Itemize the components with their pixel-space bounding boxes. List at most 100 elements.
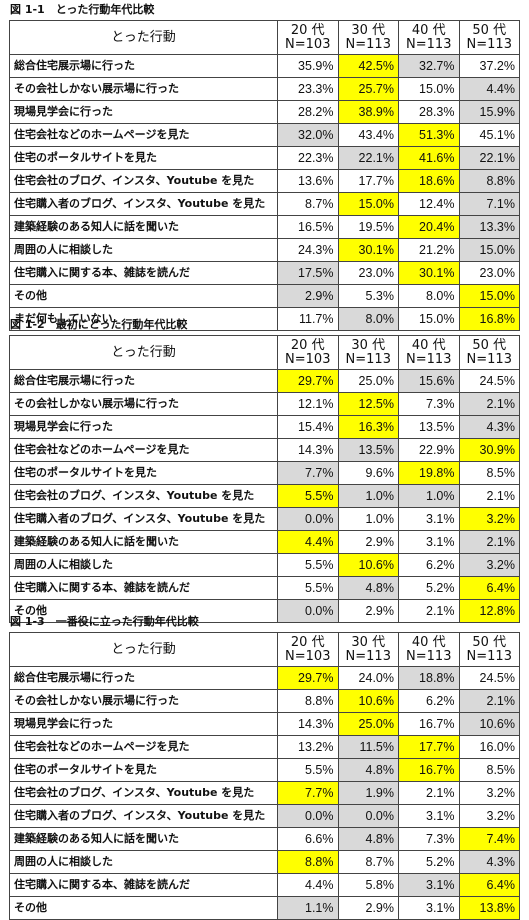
value-cell: 1.0% bbox=[337, 507, 399, 531]
row-label: 周囲の人に相談した bbox=[9, 238, 278, 262]
value-cell: 23.0% bbox=[337, 261, 399, 285]
value-cell: 12.4% bbox=[398, 192, 460, 216]
value-cell: 7.3% bbox=[398, 827, 460, 851]
value-cell: 24.5% bbox=[458, 666, 520, 690]
value-cell: 2.1% bbox=[398, 781, 460, 805]
value-cell: 19.8% bbox=[398, 461, 460, 485]
value-cell: 4.4% bbox=[277, 530, 339, 554]
table-most-useful-action-by-age: とった行動 20 代 N=103 30 代 N=113 40 代 N=113 50 代… bbox=[9, 632, 520, 920]
value-cell: 8.0% bbox=[337, 307, 399, 331]
table-row: 住宅購入に関する本、雑誌を読んだ 17.5% 23.0% 30.1% 23.0% bbox=[9, 261, 520, 285]
row-label: 総合住宅展示場に行った bbox=[9, 369, 278, 393]
value-cell: 14.3% bbox=[277, 712, 339, 736]
age-label: 30 代 bbox=[351, 337, 386, 353]
row-label: その他 bbox=[9, 284, 278, 308]
value-cell: 12.5% bbox=[337, 392, 399, 416]
sample-size: N=113 bbox=[466, 648, 512, 664]
table-row: 現場見学会に行った 14.3% 25.0% 16.7% 10.6% bbox=[9, 712, 520, 736]
value-cell: 24.5% bbox=[458, 369, 520, 393]
value-cell: 5.5% bbox=[277, 758, 339, 782]
row-label: 住宅のポータルサイトを見た bbox=[9, 461, 278, 485]
value-cell: 4.3% bbox=[458, 850, 520, 874]
table-row: 周囲の人に相談した 24.3% 30.1% 21.2% 15.0% bbox=[9, 238, 520, 262]
table-row: その会社しかない展示場に行った 8.8% 10.6% 6.2% 2.1% bbox=[9, 689, 520, 713]
value-cell: 7.7% bbox=[277, 461, 339, 485]
value-cell: 51.3% bbox=[398, 123, 460, 147]
row-label: 周囲の人に相談した bbox=[9, 553, 278, 577]
value-cell: 2.1% bbox=[458, 689, 520, 713]
value-cell: 5.5% bbox=[277, 576, 339, 600]
table-action-by-age: とった行動 20 代 N=103 30 代 N=113 40 代 N=113 50 代… bbox=[9, 20, 520, 331]
row-label: 建築経験のある知人に話を聞いた bbox=[9, 827, 278, 851]
value-cell: 14.3% bbox=[277, 438, 339, 462]
row-label: 住宅のポータルサイトを見た bbox=[9, 146, 278, 170]
table-row: 住宅購入に関する本、雑誌を読んだ 5.5% 4.8% 5.2% 6.4% bbox=[9, 576, 520, 600]
value-cell: 1.0% bbox=[337, 484, 399, 508]
table-row: 建築経験のある知人に話を聞いた 4.4% 2.9% 3.1% 2.1% bbox=[9, 530, 520, 554]
value-cell: 5.5% bbox=[277, 484, 339, 508]
value-cell: 23.0% bbox=[458, 261, 520, 285]
table-row: その他 1.1% 2.9% 3.1% 13.8% bbox=[9, 896, 520, 920]
value-cell: 13.5% bbox=[398, 415, 460, 439]
table-row: その会社しかない展示場に行った 23.3% 25.7% 15.0% 4.4% bbox=[9, 77, 520, 101]
value-cell: 8.0% bbox=[398, 284, 460, 308]
row-label: その会社しかない展示場に行った bbox=[9, 77, 278, 101]
value-cell: 15.6% bbox=[398, 369, 460, 393]
column-header-20s: 20 代 N=103 bbox=[277, 20, 339, 55]
value-cell: 1.0% bbox=[398, 484, 460, 508]
row-label: 住宅会社などのホームページを見た bbox=[9, 735, 278, 759]
table-row: 周囲の人に相談した 5.5% 10.6% 6.2% 3.2% bbox=[9, 553, 520, 577]
value-cell: 11.7% bbox=[277, 307, 339, 331]
table-row: 住宅会社のブログ、インスタ、Youtube を見た 13.6% 17.7% 18.6%… bbox=[9, 169, 520, 193]
table-row: 住宅会社などのホームページを見た 32.0% 43.4% 51.3% 45.1% bbox=[9, 123, 520, 147]
value-cell: 2.9% bbox=[337, 599, 399, 623]
value-cell: 3.2% bbox=[458, 507, 520, 531]
sample-size: N=103 bbox=[285, 648, 331, 664]
table-row: 現場見学会に行った 28.2% 38.9% 28.3% 15.9% bbox=[9, 100, 520, 124]
row-label: 住宅会社のブログ、インスタ、Youtube を見た bbox=[9, 169, 278, 193]
value-cell: 5.5% bbox=[277, 553, 339, 577]
value-cell: 16.3% bbox=[337, 415, 399, 439]
value-cell: 8.7% bbox=[277, 192, 339, 216]
value-cell: 2.1% bbox=[458, 530, 520, 554]
column-header-50s: 50 代 N=113 bbox=[458, 335, 520, 370]
column-header-action: とった行動 bbox=[9, 632, 278, 667]
table-row: 総合住宅展示場に行った 29.7% 25.0% 15.6% 24.5% bbox=[9, 369, 520, 393]
value-cell: 2.9% bbox=[337, 530, 399, 554]
value-cell: 25.0% bbox=[337, 369, 399, 393]
value-cell: 4.8% bbox=[337, 758, 399, 782]
sample-size: N=103 bbox=[285, 351, 331, 367]
value-cell: 32.7% bbox=[398, 54, 460, 78]
value-cell: 15.4% bbox=[277, 415, 339, 439]
value-cell: 35.9% bbox=[277, 54, 339, 78]
value-cell: 6.4% bbox=[458, 576, 520, 600]
sample-size: N=113 bbox=[406, 36, 452, 52]
table-row: 住宅のポータルサイトを見た 5.5% 4.8% 16.7% 8.5% bbox=[9, 758, 520, 782]
value-cell: 8.8% bbox=[458, 169, 520, 193]
table-row: 住宅購入者のブログ、インスタ、Youtube を見た 8.7% 15.0% 12.4%… bbox=[9, 192, 520, 216]
table-body: 総合住宅展示場に行った 29.7% 25.0% 15.6% 24.5% その会社しかない展… bbox=[9, 369, 520, 623]
value-cell: 0.0% bbox=[277, 599, 339, 623]
table-row: その会社しかない展示場に行った 12.1% 12.5% 7.3% 2.1% bbox=[9, 392, 520, 416]
age-label: 50 代 bbox=[472, 634, 507, 650]
row-label: 総合住宅展示場に行った bbox=[9, 666, 278, 690]
value-cell: 15.0% bbox=[398, 77, 460, 101]
value-cell: 4.3% bbox=[458, 415, 520, 439]
value-cell: 5.8% bbox=[337, 873, 399, 897]
value-cell: 18.8% bbox=[398, 666, 460, 690]
value-cell: 22.1% bbox=[458, 146, 520, 170]
value-cell: 8.5% bbox=[458, 461, 520, 485]
value-cell: 29.7% bbox=[277, 666, 339, 690]
value-cell: 15.0% bbox=[458, 284, 520, 308]
row-label: 住宅会社などのホームページを見た bbox=[9, 123, 278, 147]
table-row: 住宅購入者のブログ、インスタ、Youtube を見た 0.0% 0.0% 3.1% 3.… bbox=[9, 804, 520, 828]
value-cell: 5.2% bbox=[398, 850, 460, 874]
value-cell: 13.5% bbox=[337, 438, 399, 462]
table-body: 総合住宅展示場に行った 29.7% 24.0% 18.8% 24.5% その会社しかない展… bbox=[9, 666, 520, 920]
age-label: 50 代 bbox=[472, 337, 507, 353]
value-cell: 1.1% bbox=[277, 896, 339, 920]
value-cell: 37.2% bbox=[458, 54, 520, 78]
column-header-20s: 20 代 N=103 bbox=[277, 632, 339, 667]
value-cell: 7.3% bbox=[398, 392, 460, 416]
value-cell: 17.5% bbox=[277, 261, 339, 285]
